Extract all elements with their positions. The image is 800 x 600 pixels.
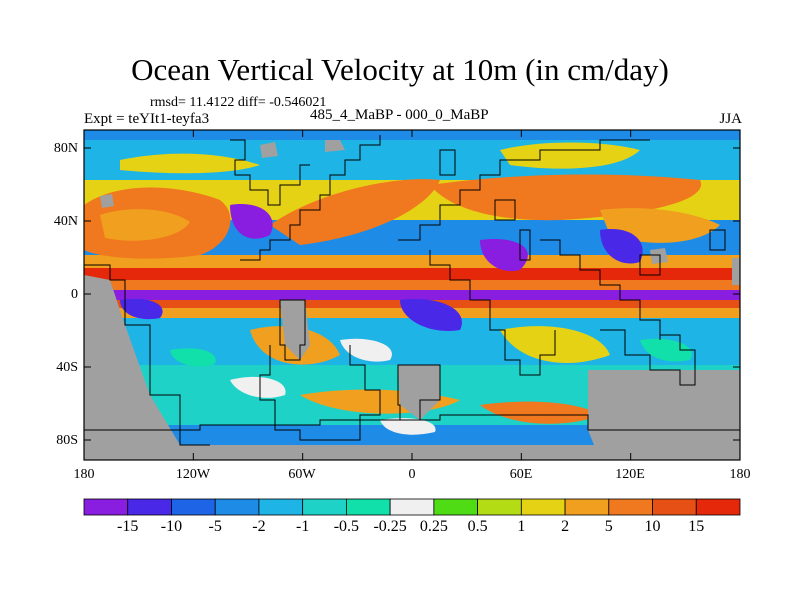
colorbar-swatch <box>608 498 653 516</box>
lon-label-60w: 60W <box>288 467 316 482</box>
lon-label-120e: 120E <box>615 467 645 482</box>
colorbar-swatch <box>564 498 610 516</box>
axis-ticks <box>83 130 741 460</box>
season-label: JJA <box>719 111 742 127</box>
lon-label-0: 0 <box>408 467 416 482</box>
subtitle-label: 485_4_MaBP - 000_0_MaBP <box>310 107 489 123</box>
colorbar-swatch <box>652 498 697 516</box>
lon-label-180e: 180 <box>729 467 751 482</box>
colorbar-label: -1 <box>295 518 310 535</box>
colorbar-label: -10 <box>160 518 183 535</box>
colorbar-label: 10 <box>644 518 661 535</box>
colorbar-label: 0.5 <box>467 518 488 535</box>
coastlines <box>84 135 740 446</box>
lon-label-120w: 120W <box>175 467 211 482</box>
colorbar-label: -0.5 <box>333 518 360 535</box>
colorbar-label: 15 <box>688 518 705 535</box>
colorbar-swatch <box>477 498 522 516</box>
lon-label-60e: 60E <box>509 467 533 482</box>
lat-label-80s: 80S <box>56 433 78 448</box>
colorbar-label: -2 <box>252 518 266 535</box>
colorbar-swatch <box>127 498 172 516</box>
colorbar-swatch <box>214 498 260 516</box>
lat-label-40s: 40S <box>56 360 78 375</box>
colorbar-label: -0.25 <box>373 518 407 535</box>
lat-label-40n: 40N <box>53 214 78 229</box>
lat-label-0: 0 <box>71 287 78 302</box>
colorbar-swatch <box>345 498 391 516</box>
colorbar-label: 5 <box>604 518 613 535</box>
experiment-label: Expt = teYIt1-teyfa3 <box>84 111 210 127</box>
colorbar-swatch <box>520 498 566 516</box>
plot-title: Ocean Vertical Velocity at 10m (in cm/da… <box>131 52 669 87</box>
colorbar-label: 1 <box>517 518 526 535</box>
colorbar-label: 0.25 <box>419 518 448 535</box>
stats-label: rmsd= 11.4122 diff= -0.546021 <box>150 95 327 110</box>
colorbar-label: -5 <box>208 518 222 535</box>
colorbar-swatch <box>258 498 304 516</box>
map-field <box>84 130 740 460</box>
colorbar-label: -15 <box>117 518 139 535</box>
lat-label-80n: 80N <box>53 141 78 156</box>
colorbar-swatch <box>171 498 216 516</box>
lon-label-180w: 180 <box>73 467 95 482</box>
colorbar-swatch <box>389 498 435 516</box>
colorbar <box>83 498 741 516</box>
colorbar-label: 2 <box>561 518 570 535</box>
colorbar-swatch <box>302 498 347 516</box>
colorbar-swatch <box>695 498 741 516</box>
colorbar-swatch <box>433 498 479 516</box>
colorbar-swatch <box>83 498 129 516</box>
